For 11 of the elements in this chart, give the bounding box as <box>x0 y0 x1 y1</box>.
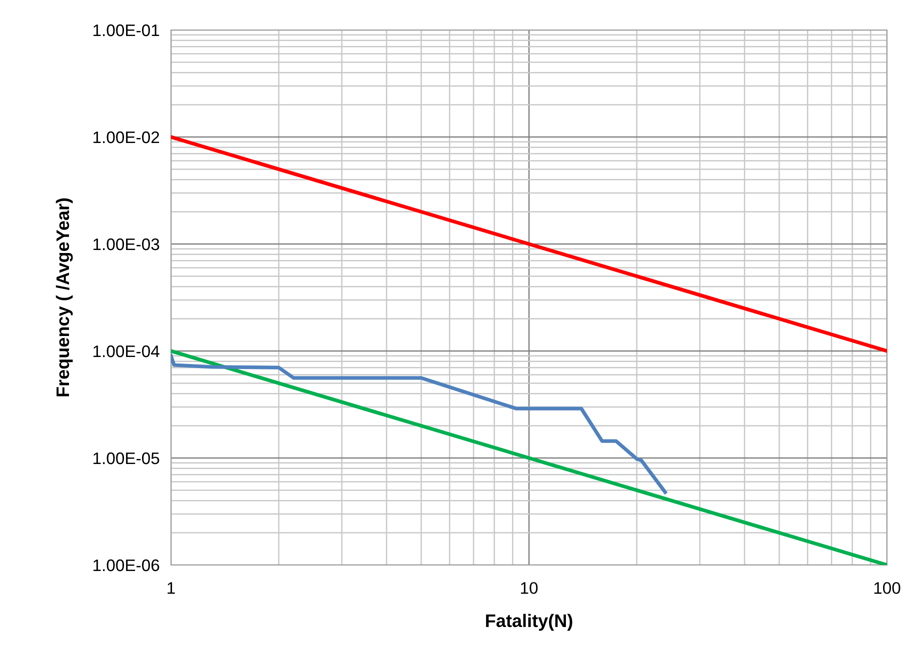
x-tick-label: 1 <box>168 582 175 594</box>
x-axis-title: Fatality(N) <box>486 614 572 631</box>
y-tick-label: 1.00E-05 <box>94 452 160 464</box>
x-tick-label: 100 <box>874 582 900 594</box>
y-tick-label: 1.00E-04 <box>94 345 160 358</box>
y-axis-title: Frequency ( /AvgeYear) <box>56 198 73 396</box>
y-tick-label: 1.00E-03 <box>94 238 160 250</box>
y-tick-label: 1.00E-02 <box>94 131 160 144</box>
y-tick-label: 1.00E-01 <box>94 24 160 36</box>
x-tick-label: 10 <box>521 582 538 594</box>
y-tick-label: 1.00E-06 <box>94 559 160 572</box>
